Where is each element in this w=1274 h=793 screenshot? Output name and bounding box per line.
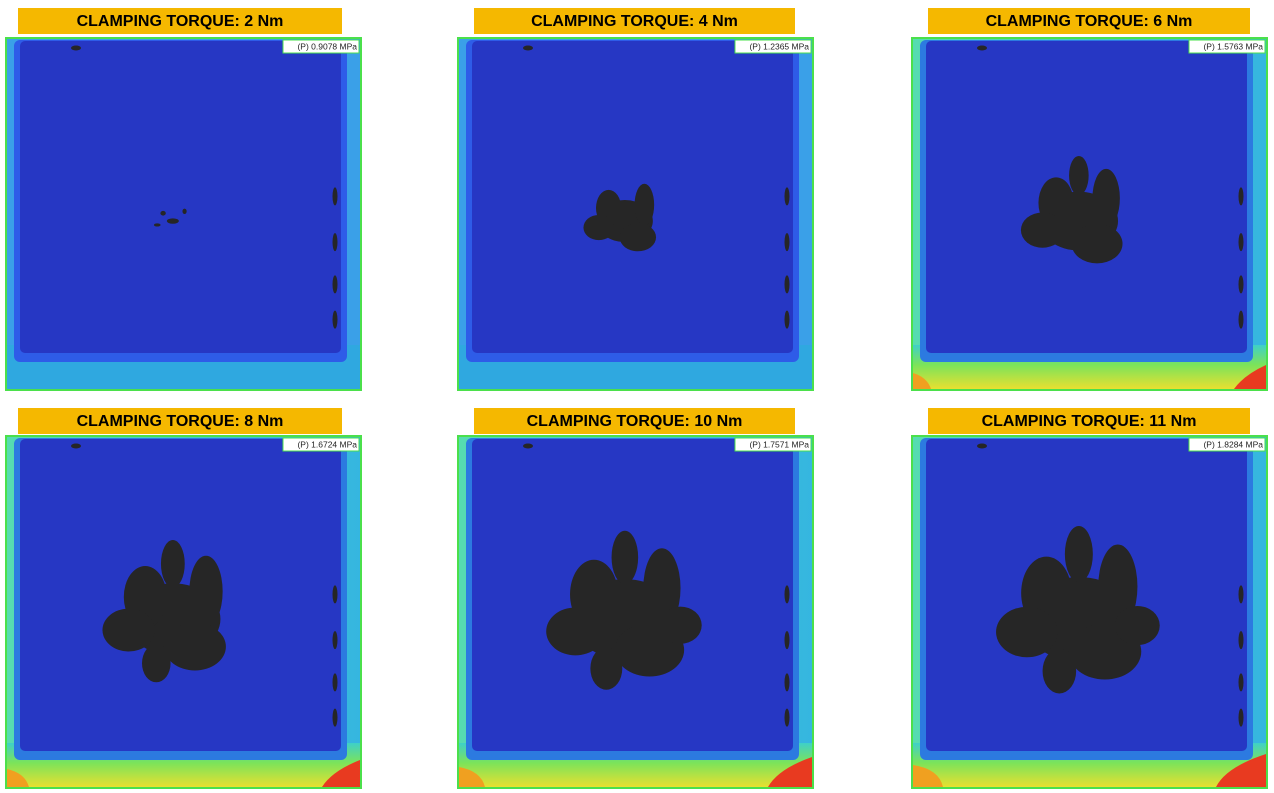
pressure-panel: (P) 0.9078 MPa CLAMPING TORQUE: 2 Nm (6, 8, 361, 390)
edge-spot (333, 233, 338, 251)
contact-blob (583, 215, 614, 240)
contact-blob (160, 211, 165, 216)
pressure-panel: (P) 1.8284 MPa CLAMPING TORQUE: 11 Nm (912, 408, 1267, 788)
edge-spot (785, 631, 790, 649)
peak-pressure: (P) 1.2365 MPa (749, 41, 809, 51)
inner-region (20, 41, 341, 353)
peak-pressure: (P) 0.9078 MPa (297, 41, 357, 51)
pressure-panel: (P) 1.5763 MPa CLAMPING TORQUE: 6 Nm (912, 8, 1267, 390)
contact-blob (102, 609, 154, 652)
panel-title: CLAMPING TORQUE: 2 Nm (77, 13, 284, 30)
panel-title: CLAMPING TORQUE: 4 Nm (531, 13, 738, 30)
peak-pressure: (P) 1.6724 MPa (297, 439, 357, 449)
peak-pressure: (P) 1.8284 MPa (1203, 439, 1263, 449)
contact-blob (1069, 156, 1089, 195)
edge-spot (333, 585, 338, 603)
pressure-panel: (P) 1.2365 MPa CLAMPING TORQUE: 4 Nm (458, 8, 813, 390)
pressure-panel: (P) 1.7571 MPa CLAMPING TORQUE: 10 Nm (458, 408, 813, 788)
edge-spot (1239, 709, 1244, 727)
edge-spot (785, 275, 790, 293)
edge-spot (333, 275, 338, 293)
contact-blob (659, 607, 702, 644)
edge-spot (71, 444, 81, 449)
contact-blob (635, 184, 655, 226)
contact-blob (164, 623, 226, 671)
contact-blob (546, 607, 605, 655)
edge-spot (71, 46, 81, 51)
pressure-panel: (P) 1.6724 MPa CLAMPING TORQUE: 8 Nm (6, 408, 361, 788)
peak-pressure: (P) 1.7571 MPa (749, 439, 809, 449)
edge-spot (785, 673, 790, 691)
panel-title: CLAMPING TORQUE: 10 Nm (527, 413, 743, 430)
contact-blob (620, 223, 656, 251)
edge-spot (333, 631, 338, 649)
panel-title: CLAMPING TORQUE: 6 Nm (986, 13, 1193, 30)
contact-blob (182, 209, 186, 214)
edge-spot (1239, 311, 1244, 329)
figure: (P) 0.9078 MPa CLAMPING TORQUE: 2 Nm (P) 1… (0, 0, 1274, 793)
contact-blob (154, 223, 161, 226)
edge-spot (1239, 631, 1244, 649)
contact-blob (1043, 649, 1077, 694)
edge-spot (977, 444, 987, 449)
contact-blob (1065, 526, 1093, 582)
contact-blob (1115, 606, 1160, 645)
panel-title: CLAMPING TORQUE: 11 Nm (982, 413, 1197, 430)
edge-spot (1239, 585, 1244, 603)
edge-spot (1239, 187, 1244, 205)
contact-blob (590, 647, 622, 690)
contact-blob (612, 531, 639, 584)
contact-blob (1021, 213, 1064, 248)
edge-spot (333, 709, 338, 727)
edge-spot (785, 709, 790, 727)
edge-spot (785, 585, 790, 603)
edge-spot (333, 311, 338, 329)
contact-blob (189, 556, 222, 627)
contact-blob (1072, 224, 1123, 263)
edge-spot (523, 444, 533, 449)
edge-spot (1239, 233, 1244, 251)
edge-spot (1239, 673, 1244, 691)
contact-blob (1092, 169, 1119, 228)
panel-title: CLAMPING TORQUE: 8 Nm (77, 413, 284, 430)
edge-spot (1239, 275, 1244, 293)
contact-blob (142, 644, 171, 682)
contact-blob (161, 540, 185, 588)
edge-spot (785, 187, 790, 205)
edge-spot (333, 187, 338, 205)
edge-spot (785, 311, 790, 329)
edge-spot (785, 233, 790, 251)
edge-spot (333, 673, 338, 691)
edge-spot (523, 46, 533, 51)
edge-spot (977, 46, 987, 51)
contact-blob (167, 218, 179, 223)
inner-region (472, 41, 793, 353)
peak-pressure: (P) 1.5763 MPa (1203, 41, 1263, 51)
contact-blob (996, 607, 1058, 657)
